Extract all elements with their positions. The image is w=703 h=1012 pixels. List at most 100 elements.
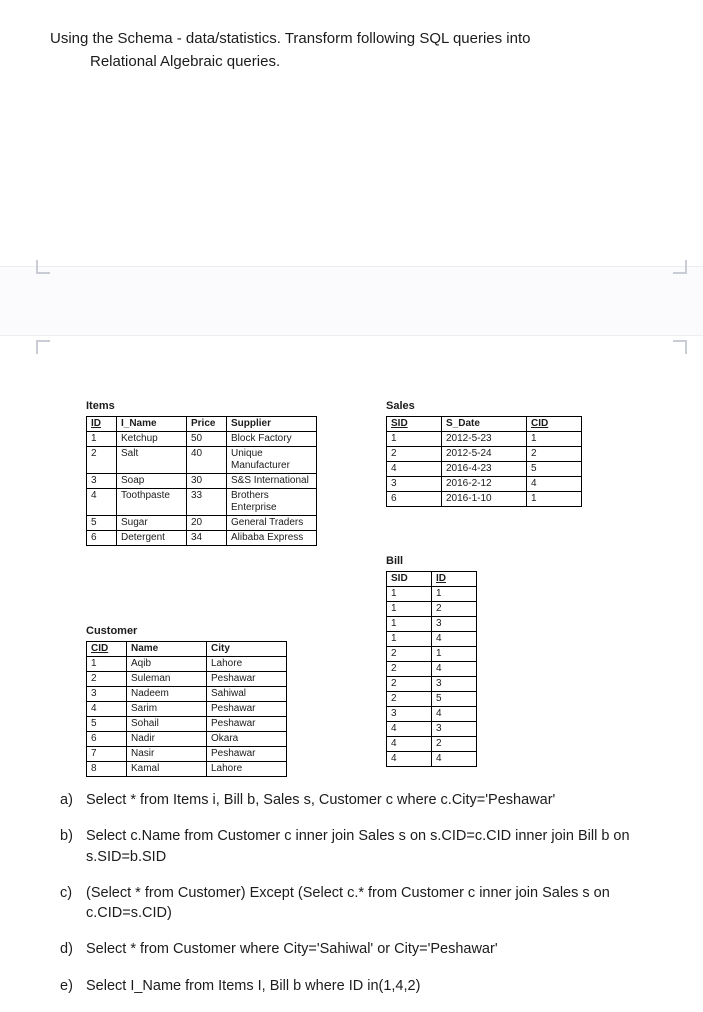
query-label: d) xyxy=(60,939,86,959)
table-cell: Sugar xyxy=(117,516,187,531)
sales-table: SIDS_DateCID12012-5-23122012-5-24242016-… xyxy=(386,416,582,507)
table-cell: 2 xyxy=(387,692,432,707)
table-cell: Salt xyxy=(117,447,187,474)
table-cell: 30 xyxy=(187,474,227,489)
table-cell: Block Factory xyxy=(227,432,317,447)
table-cell: 3 xyxy=(432,617,477,632)
table-cell: Sahiwal xyxy=(207,687,287,702)
table-cell: 5 xyxy=(87,717,127,732)
items-block: Items IDI_NamePriceSupplier1Ketchup50Blo… xyxy=(86,400,317,546)
query-text: Select * from Customer where City='Sahiw… xyxy=(86,939,498,959)
table-cell: 50 xyxy=(187,432,227,447)
table-header: Price xyxy=(187,417,227,432)
table-cell: 1 xyxy=(432,587,477,602)
bill-block: Bill SIDID111213142124232534434244 xyxy=(386,555,477,767)
table-row: 44 xyxy=(387,752,477,767)
table-cell: 6 xyxy=(387,492,442,507)
table-row: 1AqibLahore xyxy=(87,657,287,672)
table-cell: 3 xyxy=(387,707,432,722)
table-cell: 2 xyxy=(387,677,432,692)
table-cell: 1 xyxy=(87,432,117,447)
table-cell: 3 xyxy=(387,477,442,492)
table-cell: Peshawar xyxy=(207,702,287,717)
table-cell: 4 xyxy=(387,752,432,767)
table-cell: 4 xyxy=(432,752,477,767)
table-cell: Okara xyxy=(207,732,287,747)
table-row: 62016-1-101 xyxy=(387,492,582,507)
table-row: 5SohailPeshawar xyxy=(87,717,287,732)
table-cell: 1 xyxy=(387,617,432,632)
query-item: b)Select c.Name from Customer c inner jo… xyxy=(60,826,650,867)
customer-block: Customer CIDNameCity1AqibLahore2SulemanP… xyxy=(86,625,287,777)
table-cell: General Traders xyxy=(227,516,317,531)
table-cell: 2012-5-24 xyxy=(442,447,527,462)
crop-corner-br xyxy=(673,340,687,354)
table-header: ID xyxy=(87,417,117,432)
query-label: a) xyxy=(60,790,86,810)
table-header: Name xyxy=(127,642,207,657)
table-cell: 2 xyxy=(387,447,442,462)
crop-corner-tl xyxy=(36,260,50,274)
table-cell: 2 xyxy=(87,672,127,687)
table-row: 2Salt40Unique Manufacturer xyxy=(87,447,317,474)
bill-title: Bill xyxy=(386,555,477,567)
table-cell: 3 xyxy=(432,722,477,737)
table-cell: Peshawar xyxy=(207,717,287,732)
table-row: 6Detergent34Alibaba Express xyxy=(87,531,317,546)
table-row: 4SarimPeshawar xyxy=(87,702,287,717)
table-row: 12 xyxy=(387,602,477,617)
crop-corner-tr xyxy=(673,260,687,274)
bill-table: SIDID111213142124232534434244 xyxy=(386,571,477,767)
table-row: 42 xyxy=(387,737,477,752)
table-cell: 4 xyxy=(387,737,432,752)
table-cell: Nasir xyxy=(127,747,207,762)
table-cell: Peshawar xyxy=(207,747,287,762)
intro-line1: Using the Schema - data/statistics. Tran… xyxy=(50,30,653,47)
query-label: c) xyxy=(60,883,86,924)
table-row: 34 xyxy=(387,707,477,722)
table-cell: Ketchup xyxy=(117,432,187,447)
page-break-band xyxy=(0,266,703,336)
table-cell: Lahore xyxy=(207,657,287,672)
table-cell: 1 xyxy=(387,632,432,647)
table-row: 2SulemanPeshawar xyxy=(87,672,287,687)
table-cell: 2 xyxy=(432,737,477,752)
table-cell: 1 xyxy=(527,492,582,507)
table-cell: 2012-5-23 xyxy=(442,432,527,447)
table-row: 24 xyxy=(387,662,477,677)
table-cell: Brothers Enterprise xyxy=(227,489,317,516)
table-header: SID xyxy=(387,417,442,432)
table-cell: 2016-1-10 xyxy=(442,492,527,507)
table-cell: 1 xyxy=(527,432,582,447)
table-row: 43 xyxy=(387,722,477,737)
query-item: e)Select I_Name from Items I, Bill b whe… xyxy=(60,976,650,996)
table-cell: 3 xyxy=(432,677,477,692)
table-row: 25 xyxy=(387,692,477,707)
table-cell: 34 xyxy=(187,531,227,546)
table-cell: 5 xyxy=(527,462,582,477)
customer-table: CIDNameCity1AqibLahore2SulemanPeshawar3N… xyxy=(86,641,287,777)
query-text: (Select * from Customer) Except (Select … xyxy=(86,883,650,924)
table-row: 3NadeemSahiwal xyxy=(87,687,287,702)
items-title: Items xyxy=(86,400,317,412)
table-cell: 40 xyxy=(187,447,227,474)
table-cell: Detergent xyxy=(117,531,187,546)
table-cell: 1 xyxy=(387,602,432,617)
table-cell: 4 xyxy=(432,662,477,677)
table-cell: Peshawar xyxy=(207,672,287,687)
table-cell: 33 xyxy=(187,489,227,516)
table-cell: 2 xyxy=(387,662,432,677)
table-row: 1Ketchup50Block Factory xyxy=(87,432,317,447)
query-text: Select I_Name from Items I, Bill b where… xyxy=(86,976,420,996)
table-cell: 1 xyxy=(387,587,432,602)
table-cell: 3 xyxy=(87,474,117,489)
table-row: 21 xyxy=(387,647,477,662)
table-row: 42016-4-235 xyxy=(387,462,582,477)
table-cell: 4 xyxy=(87,702,127,717)
table-cell: 2 xyxy=(432,602,477,617)
sales-block: Sales SIDS_DateCID12012-5-23122012-5-242… xyxy=(386,400,582,507)
table-cell: 6 xyxy=(87,531,117,546)
table-cell: 5 xyxy=(87,516,117,531)
table-cell: 4 xyxy=(432,707,477,722)
sales-title: Sales xyxy=(386,400,582,412)
